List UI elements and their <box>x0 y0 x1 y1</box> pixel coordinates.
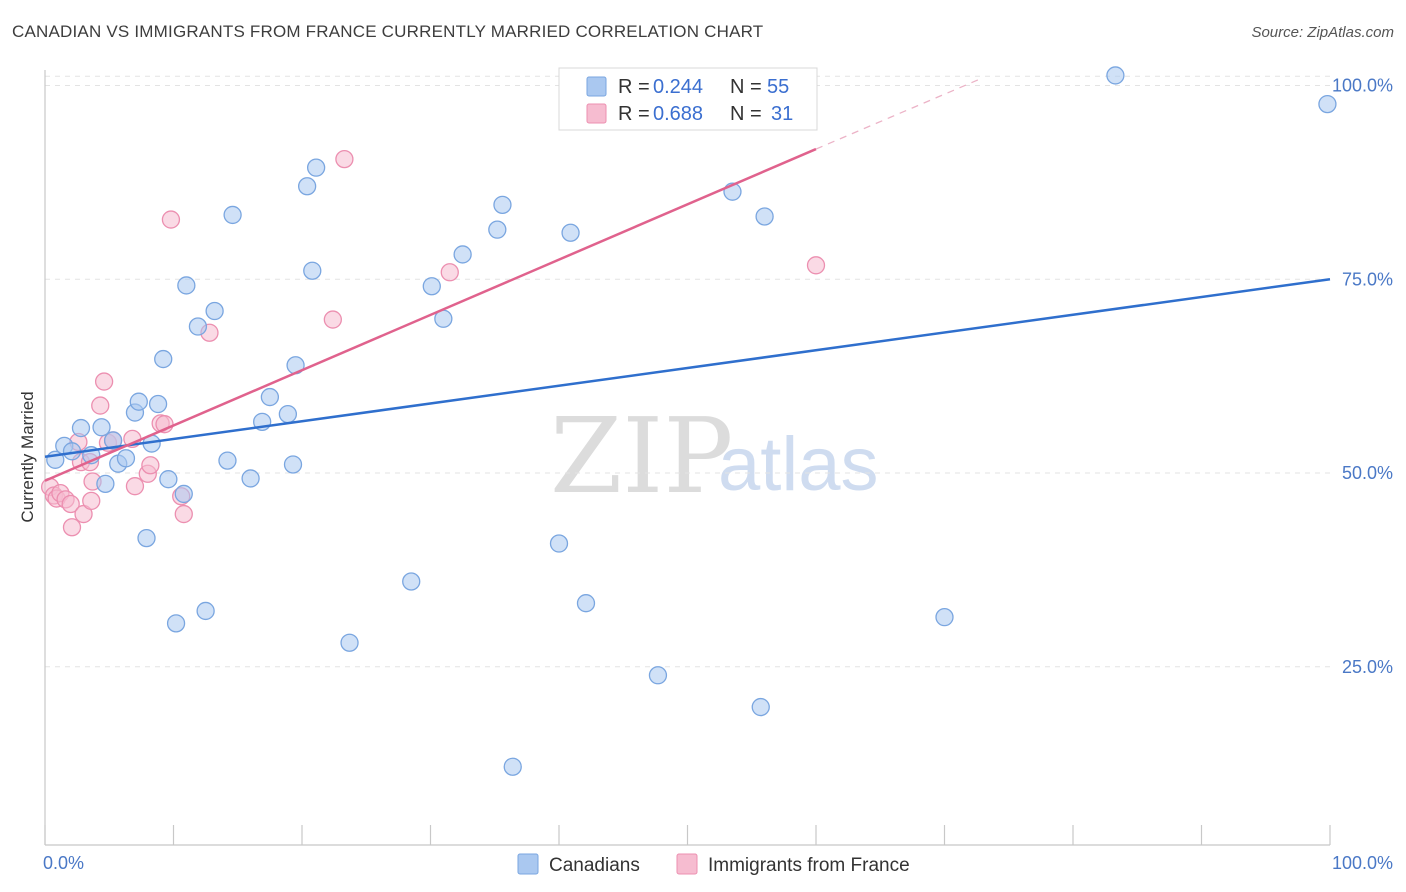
point-canadians <box>422 277 441 296</box>
legend-r-value-canadians: 0.244 <box>653 76 703 98</box>
point-canadians <box>96 474 115 494</box>
point-canadians <box>116 449 136 468</box>
point-canadians <box>223 205 242 225</box>
bottom-legend-label-canadians: Canadians <box>549 855 640 876</box>
x-axis-ticks <box>44 825 1331 845</box>
y-tick-label: 25.0% <box>1342 657 1393 677</box>
point-canadians <box>241 469 260 488</box>
point-canadians <box>205 301 224 321</box>
point-immigrants-from-france <box>335 149 354 169</box>
point-immigrants-from-france <box>323 310 342 329</box>
legend-r-label-france: R = <box>618 103 650 125</box>
point-canadians <box>283 455 303 474</box>
point-canadians <box>549 534 569 553</box>
point-canadians <box>1106 66 1125 85</box>
point-immigrants-from-france <box>806 256 826 275</box>
point-canadians <box>561 223 580 242</box>
point-canadians <box>648 666 668 685</box>
watermark-zip: ZIP <box>550 395 733 517</box>
y-tick-label: 100.0% <box>1332 76 1393 96</box>
y-axis-title: Currently Married <box>18 391 37 522</box>
point-canadians <box>453 245 472 264</box>
legend-n-label-france: N = <box>730 103 762 125</box>
gridlines <box>45 75 1330 668</box>
legend-n-value-canadians: 55 <box>767 76 789 98</box>
point-immigrants-from-france <box>82 491 101 511</box>
bottom-legend-swatch-immigrants-from-france <box>676 853 698 875</box>
x-tick-label-min: 0.0% <box>43 853 84 873</box>
point-canadians <box>159 470 178 489</box>
point-canadians <box>103 431 123 450</box>
point-canadians <box>92 418 111 437</box>
legend-swatch-immigrants-from-france <box>586 103 607 124</box>
trend-lines <box>44 77 1331 482</box>
chart-source: Source: ZipAtlas.com <box>1251 24 1394 41</box>
point-canadians <box>71 418 91 438</box>
legend-n-label-canadians: N = <box>730 76 762 98</box>
point-canadians <box>503 757 522 776</box>
point-immigrants-from-france <box>440 263 459 282</box>
y-tick-label: 75.0% <box>1342 269 1393 289</box>
point-canadians <box>1318 94 1337 114</box>
point-canadians <box>306 158 326 177</box>
point-canadians <box>188 317 208 336</box>
point-canadians <box>278 404 298 424</box>
legend-n-value-france: 31 <box>771 103 793 125</box>
bottom-legend-label-immigrants-from-france: Immigrants from France <box>708 855 910 876</box>
y-axis-tick-labels: 25.0% 50.0% 75.0% 100.0% <box>1332 76 1393 677</box>
point-canadians <box>148 394 168 414</box>
point-canadians <box>340 633 359 652</box>
watermark: ZIP atlas <box>550 395 879 517</box>
point-canadians <box>935 608 954 627</box>
bottom-legend-swatch-canadians <box>517 853 539 875</box>
point-canadians <box>166 614 186 633</box>
point-canadians <box>576 594 596 613</box>
legend-r-label-canadians: R = <box>618 76 650 98</box>
point-canadians <box>129 392 148 411</box>
point-immigrants-from-france <box>141 456 160 475</box>
point-immigrants-from-france <box>161 210 181 229</box>
chart-title: CANADIAN VS IMMIGRANTS FROM FRANCE CURRE… <box>12 22 764 41</box>
series-legend: Canadians Immigrants from France <box>517 853 910 876</box>
correlation-legend: R = 0.244 N = 55 R = 0.688 N = 31 <box>558 67 818 131</box>
point-immigrants-from-france <box>125 477 145 496</box>
watermark-atlas: atlas <box>718 422 879 507</box>
trend-line-extension-immigrants-from-france <box>815 77 984 150</box>
legend-swatch-canadians <box>586 76 607 97</box>
y-tick-label: 50.0% <box>1342 463 1393 483</box>
series-canadians-points <box>46 66 1337 776</box>
point-canadians <box>137 528 156 548</box>
point-canadians <box>154 349 173 369</box>
point-canadians <box>751 697 770 717</box>
point-immigrants-from-france <box>62 518 82 537</box>
point-immigrants-from-france <box>61 494 80 514</box>
x-tick-label-max: 100.0% <box>1332 853 1393 873</box>
point-immigrants-from-france <box>91 396 110 415</box>
point-canadians <box>177 276 196 295</box>
trend-line-canadians <box>44 278 1331 458</box>
point-canadians <box>493 195 512 215</box>
point-canadians <box>260 387 280 407</box>
point-canadians <box>297 177 317 196</box>
point-canadians <box>303 261 322 280</box>
point-canadians <box>755 207 774 226</box>
point-canadians <box>174 484 193 504</box>
point-canadians <box>488 220 507 239</box>
point-immigrants-from-france <box>94 372 114 391</box>
point-canadians <box>218 451 237 470</box>
trend-line-immigrants-from-france <box>44 147 817 482</box>
point-canadians <box>196 601 215 621</box>
legend-r-value-france: 0.688 <box>653 103 703 125</box>
point-canadians <box>402 572 421 591</box>
point-immigrants-from-france <box>174 504 193 524</box>
